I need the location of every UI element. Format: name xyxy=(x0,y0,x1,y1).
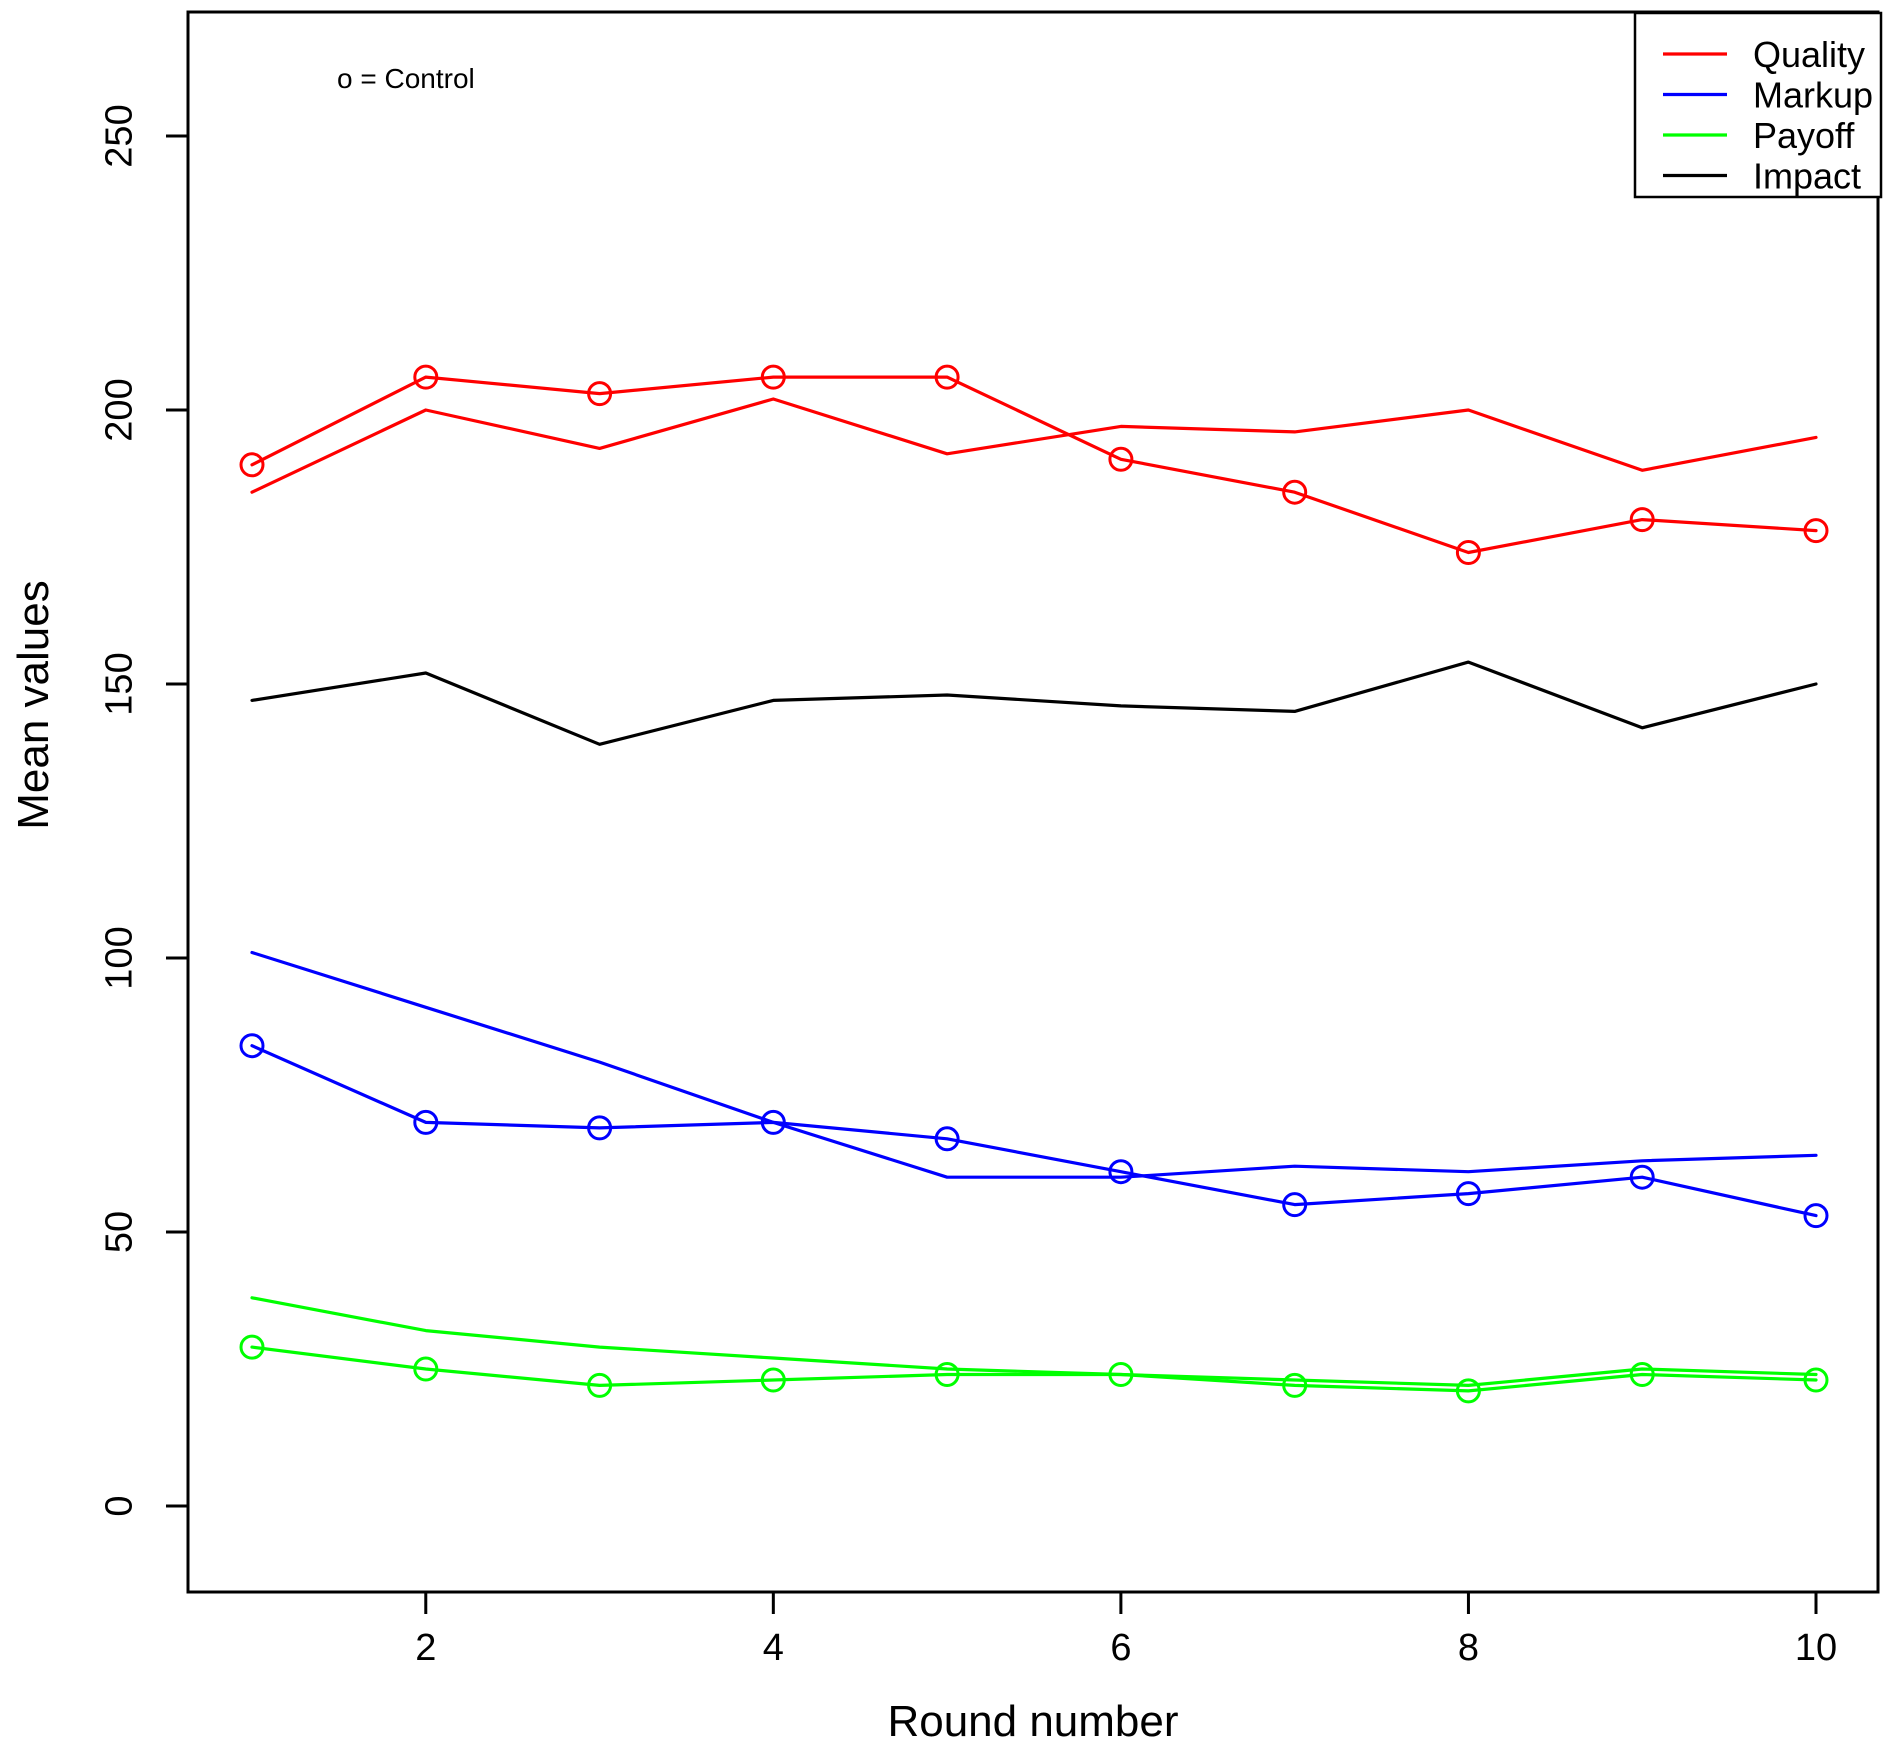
series-marker-quality-control xyxy=(934,364,960,390)
series-marker-payoff-control xyxy=(1282,1372,1308,1398)
legend-label: Payoff xyxy=(1753,115,1855,156)
y-axis-title: Mean values xyxy=(9,580,58,829)
series-marker-markup-control xyxy=(1455,1181,1481,1207)
series-marker-markup-control xyxy=(413,1109,439,1135)
series-marker-markup-control xyxy=(934,1126,960,1152)
series-marker-markup-control xyxy=(1803,1203,1829,1229)
series-line-quality-treatment xyxy=(250,397,1818,494)
series-marker-payoff-control xyxy=(934,1362,960,1387)
legend-label: Markup xyxy=(1753,75,1873,116)
y-tick-label: 250 xyxy=(98,104,140,167)
legend-box xyxy=(1633,11,1883,199)
x-tick-label: 8 xyxy=(1458,1627,1479,1669)
series-marker-payoff-control xyxy=(1803,1367,1829,1393)
series-marker-payoff-control xyxy=(1455,1378,1481,1404)
y-tick-label: 100 xyxy=(98,926,140,989)
series-marker-payoff-control xyxy=(1629,1362,1655,1387)
y-tick-label: 0 xyxy=(98,1495,140,1516)
x-axis-title: Round number xyxy=(887,1697,1178,1746)
series-marker-markup-control xyxy=(1108,1159,1134,1185)
plot-border xyxy=(186,10,1880,1594)
legend-label: Quality xyxy=(1753,34,1865,75)
y-tick-label: 200 xyxy=(98,378,140,441)
series-line-impact xyxy=(250,660,1818,746)
series-marker-markup-control xyxy=(1629,1164,1655,1190)
y-tick-label: 150 xyxy=(98,652,140,715)
series-marker-quality-control xyxy=(1282,479,1308,505)
series-line-quality-control xyxy=(250,375,1818,555)
x-tick-label: 2 xyxy=(415,1627,436,1669)
series-marker-quality-control xyxy=(1803,518,1829,544)
series-marker-markup-control xyxy=(239,1033,265,1059)
series-marker-payoff-control xyxy=(239,1334,265,1360)
series-marker-payoff-control xyxy=(1108,1362,1134,1387)
series-marker-payoff-control xyxy=(760,1367,786,1393)
series-line-markup-treatment xyxy=(250,950,1818,1179)
x-tick-label: 10 xyxy=(1795,1627,1837,1669)
series-marker-markup-control xyxy=(760,1109,786,1135)
series-line-markup-control xyxy=(250,1044,1818,1218)
control-annotation: o = Control xyxy=(337,63,475,94)
series-marker-markup-control xyxy=(587,1115,613,1141)
series-marker-quality-control xyxy=(587,381,613,407)
series-line-payoff-control xyxy=(250,1345,1818,1393)
series-marker-payoff-control xyxy=(413,1356,439,1382)
series-marker-quality-control xyxy=(1629,507,1655,533)
series-marker-quality-control xyxy=(239,452,265,478)
series-marker-quality-control xyxy=(760,364,786,390)
series-marker-quality-control xyxy=(413,364,439,390)
x-tick-label: 6 xyxy=(1110,1627,1131,1669)
legend-label: Impact xyxy=(1753,156,1861,197)
series-marker-payoff-control xyxy=(587,1372,613,1398)
series-line-payoff-treatment xyxy=(250,1296,1818,1388)
series-marker-quality-control xyxy=(1108,446,1134,472)
x-tick-label: 4 xyxy=(763,1627,784,1669)
y-tick-label: 50 xyxy=(98,1211,140,1253)
series-marker-markup-control xyxy=(1282,1192,1308,1218)
series-marker-quality-control xyxy=(1455,540,1481,565)
